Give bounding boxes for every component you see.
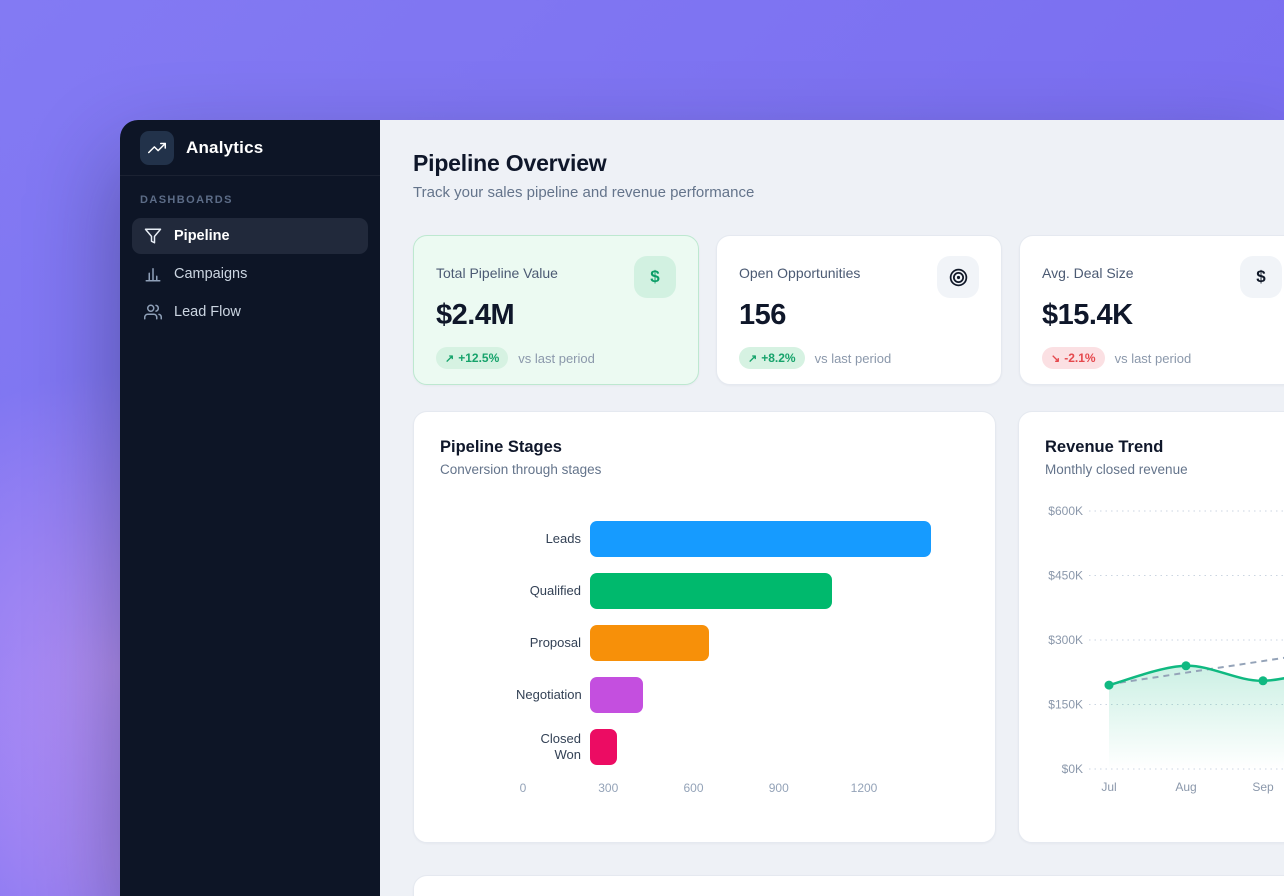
bar (590, 521, 931, 557)
charts-row: Pipeline Stages Conversion through stage… (413, 411, 1284, 843)
bar-row: Negotiation (516, 677, 969, 713)
kpi-compare-label: vs last period (518, 351, 595, 366)
svg-text:$150K: $150K (1048, 698, 1083, 712)
dollar-icon: $ (1240, 256, 1282, 298)
kpi-card: Total Pipeline Value $ $2.4M ↗ +12.5% vs … (413, 235, 699, 385)
kpi-card: Open Opportunities 156 ↗ +8.2% vs last pe… (716, 235, 1002, 385)
kpi-delta-badge: ↗ +8.2% (739, 347, 805, 369)
target-icon (937, 256, 979, 298)
chart-subtitle: Monthly closed revenue (1045, 462, 1284, 477)
svg-text:Aug: Aug (1175, 780, 1196, 794)
sidebar-item-label: Pipeline (174, 228, 230, 244)
sidebar-section-label: DASHBOARDS (120, 176, 380, 216)
bar-category-label: Proposal (516, 635, 590, 651)
bar (590, 677, 643, 713)
svg-text:$300K: $300K (1048, 633, 1083, 647)
bar-track (590, 729, 931, 765)
kpi-value: $2.4M (436, 299, 676, 332)
bar-row: Leads (516, 521, 969, 557)
kpi-delta-value: +12.5% (458, 351, 499, 365)
pipeline-stages-card: Pipeline Stages Conversion through stage… (413, 411, 996, 843)
chart-title: Revenue Trend (1045, 438, 1284, 457)
bar-track (590, 677, 931, 713)
bar (590, 573, 832, 609)
funnel-icon (144, 227, 162, 245)
x-axis-tick: 300 (598, 781, 618, 795)
bar (590, 729, 617, 765)
main-content: Pipeline Overview Track your sales pipel… (380, 120, 1284, 896)
trend-up-icon: ↗ (748, 352, 757, 365)
revenue-trend-card: Revenue Trend Monthly closed revenue $0K… (1018, 411, 1284, 843)
kpi-delta-value: -2.1% (1064, 351, 1095, 365)
bar-track (590, 521, 931, 557)
bar-track (590, 573, 931, 609)
x-axis: 03006009001200 (523, 781, 864, 797)
kpi-delta-badge: ↗ +12.5% (436, 347, 508, 369)
kpi-row: Total Pipeline Value $ $2.4M ↗ +12.5% vs … (413, 235, 1284, 385)
sidebar-item-label: Campaigns (174, 266, 247, 282)
bar-row: Closed Won (516, 729, 969, 765)
bar (590, 625, 709, 661)
trend-down-icon: ↘ (1051, 352, 1060, 365)
sidebar-item-pipeline[interactable]: Pipeline (132, 218, 368, 254)
x-axis-tick: 600 (683, 781, 703, 795)
pipeline-stages-chart: Leads Qualified Proposal Negotiation Clo… (440, 521, 969, 765)
kpi-card: Avg. Deal Size $ $15.4K ↘ -2.1% vs last p… (1019, 235, 1284, 385)
kpi-compare-label: vs last period (815, 351, 892, 366)
revenue-trend-chart: $0K $150K $300K $450K $600K Jul Aug Sep (1045, 499, 1284, 810)
chart-title: Pipeline Stages (440, 438, 969, 457)
svg-text:$0K: $0K (1062, 762, 1083, 776)
dollar-icon: $ (634, 256, 676, 298)
sidebar-item-campaigns[interactable]: Campaigns (132, 256, 368, 292)
svg-text:Jul: Jul (1101, 780, 1116, 794)
kpi-compare-label: vs last period (1115, 351, 1192, 366)
brand-name: Analytics (186, 138, 263, 158)
bar-category-label: Qualified (516, 583, 590, 599)
svg-text:Sep: Sep (1252, 780, 1274, 794)
page-subtitle: Track your sales pipeline and revenue pe… (413, 184, 1284, 201)
kpi-label: Total Pipeline Value (436, 265, 558, 281)
bar-row: Proposal (516, 625, 969, 661)
bar-category-label: Closed Won (516, 731, 590, 764)
bottom-card (413, 875, 1284, 896)
kpi-label: Avg. Deal Size (1042, 265, 1134, 281)
app-window: Analytics DASHBOARDS Pipeline Campaigns … (120, 120, 1284, 896)
bar-category-label: Leads (516, 531, 590, 547)
trending-up-icon (140, 131, 174, 165)
sidebar-item-label: Lead Flow (174, 304, 241, 320)
users-icon (144, 303, 162, 321)
sidebar-item-lead-flow[interactable]: Lead Flow (132, 294, 368, 330)
bar-track (590, 625, 931, 661)
bar-row: Qualified (516, 573, 969, 609)
brand: Analytics (120, 120, 380, 176)
x-axis-tick: 1200 (851, 781, 878, 795)
x-axis-tick: 0 (520, 781, 527, 795)
svg-text:$600K: $600K (1048, 504, 1083, 518)
svg-text:$450K: $450K (1048, 569, 1083, 583)
sidebar: Analytics DASHBOARDS Pipeline Campaigns … (120, 120, 380, 896)
kpi-delta-badge: ↘ -2.1% (1042, 347, 1105, 369)
trend-up-icon: ↗ (445, 352, 454, 365)
page-title: Pipeline Overview (413, 150, 1284, 177)
kpi-value: 156 (739, 299, 979, 332)
sidebar-nav: Pipeline Campaigns Lead Flow (120, 216, 380, 332)
kpi-label: Open Opportunities (739, 265, 860, 281)
kpi-delta-value: +8.2% (761, 351, 795, 365)
bar-chart-icon (144, 265, 162, 283)
bar-category-label: Negotiation (516, 687, 590, 703)
chart-subtitle: Conversion through stages (440, 462, 969, 477)
kpi-value: $15.4K (1042, 299, 1282, 332)
x-axis-tick: 900 (769, 781, 789, 795)
